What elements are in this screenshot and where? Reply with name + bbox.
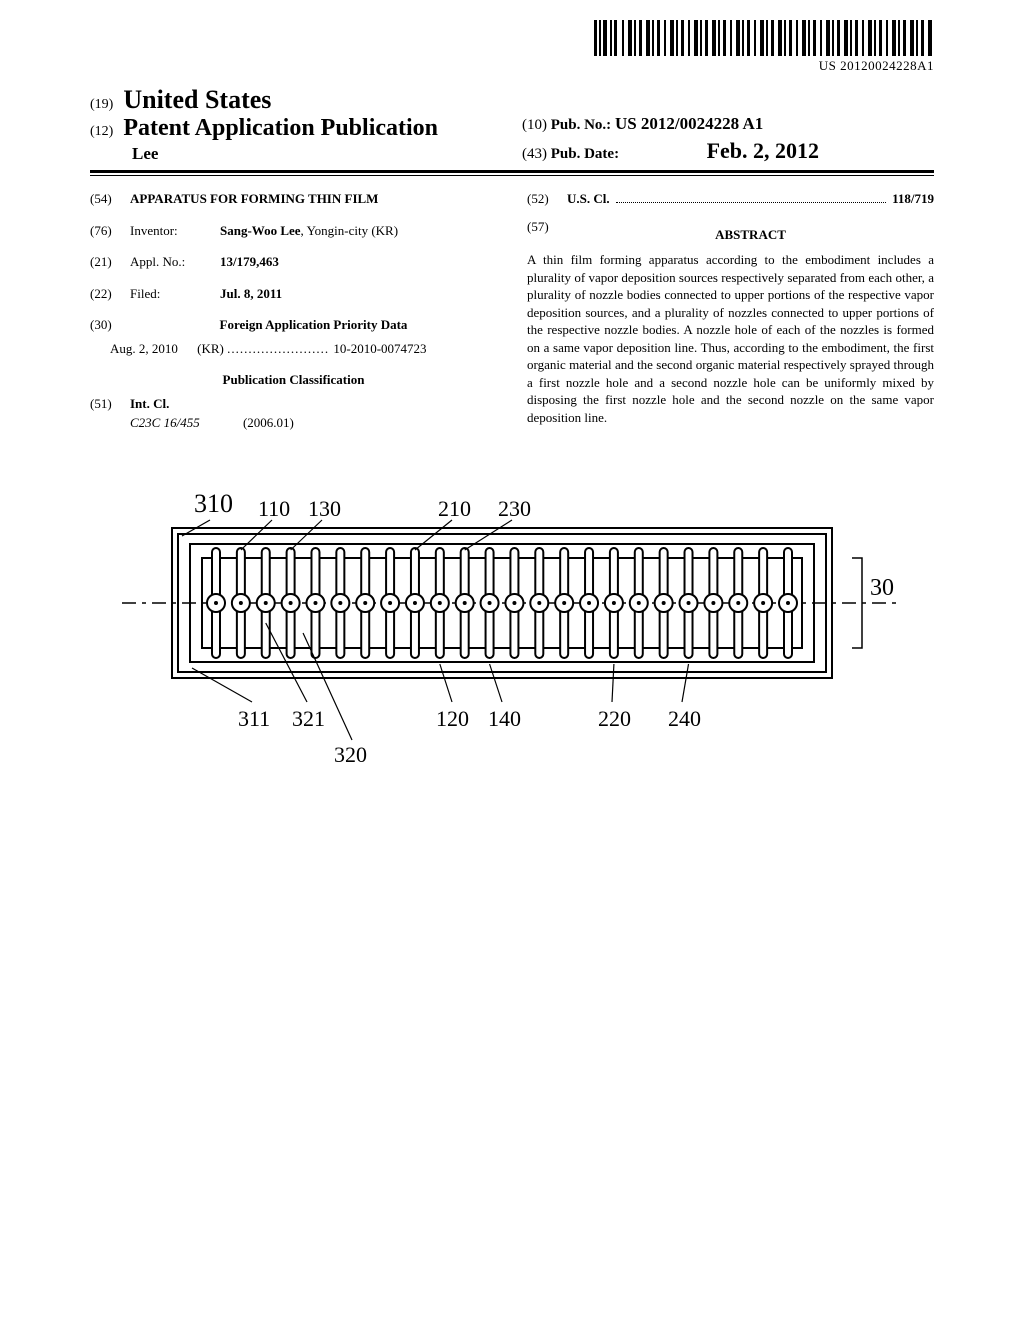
pub-no-label: Pub. No.: [551,117,615,133]
inventor-value: Sang-Woo Lee [220,223,301,238]
abstract-text: A thin film forming apparatus according … [527,251,934,426]
barcode: US 20120024228A1 [594,20,934,74]
svg-text:320: 320 [334,742,367,767]
svg-text:240: 240 [668,706,701,731]
applno-label: Appl. No.: [130,253,220,271]
priority-heading: Foreign Application Priority Data [220,317,408,332]
figure-svg: 310 110 130 210 230 30 311 321 320 120 140 220 240 [122,472,902,792]
priority-number: 10-2010-0074723 [333,341,426,356]
intcl-label: Int. Cl. [130,396,169,411]
left-column: (54) APPARATUS FOR FORMING THIN FILM (76… [90,190,497,432]
prefix-10: (10) [522,117,547,133]
priority-country: (KR) [197,341,224,356]
num-52: (52) [527,190,567,208]
num-51: (51) [90,395,130,413]
pub-date-label: Pub. Date: [551,146,623,162]
filed-label: Filed: [130,285,220,303]
prefix-43: (43) [522,146,547,162]
intcl-code: C23C 16/455 [130,415,200,430]
svg-text:30: 30 [870,575,894,601]
num-30: (30) [90,316,130,334]
svg-text:310: 310 [194,489,233,518]
svg-text:110: 110 [258,496,290,521]
pub-date-value: Feb. 2, 2012 [707,138,819,163]
svg-text:321: 321 [292,706,325,731]
inventor-location: , Yongin-city (KR) [301,223,399,238]
priority-date: Aug. 2, 2010 [110,341,178,356]
uscl-value: 118/719 [892,191,934,206]
pub-no-value: US 2012/0024228 A1 [615,114,763,133]
pub-class-heading: Publication Classification [90,371,497,389]
svg-text:130: 130 [308,496,341,521]
num-57: (57) [527,218,567,252]
bibliographic-columns: (54) APPARATUS FOR FORMING THIN FILM (76… [90,190,934,432]
svg-text:210: 210 [438,496,471,521]
divider-thin [90,175,934,176]
barcode-section: US 20120024228A1 [90,20,934,75]
svg-text:230: 230 [498,496,531,521]
patent-header: (19) United States (12) Patent Applicati… [90,85,934,164]
patent-figure: 310 110 130 210 230 30 311 321 320 120 140 220 240 [90,472,934,797]
applno-value: 13/179,463 [220,253,279,271]
barcode-text: US 20120024228A1 [594,58,934,74]
num-54: (54) [90,190,130,208]
priority-dots: ........................ [227,341,333,356]
uscl-label: U.S. Cl. [567,191,610,206]
intcl-year: (2006.01) [243,415,294,430]
pub-title: Patent Application Publication [123,115,438,141]
invention-title: APPARATUS FOR FORMING THIN FILM [130,190,378,208]
num-76: (76) [90,222,130,240]
svg-text:140: 140 [488,706,521,731]
prefix-19: (19) [90,97,113,112]
svg-text:311: 311 [238,706,270,731]
uscl-dots [616,202,886,203]
divider-thick [90,170,934,173]
country: United States [123,85,271,114]
abstract-heading: ABSTRACT [567,226,934,244]
filed-value: Jul. 8, 2011 [220,285,282,303]
right-column: (52) U.S. Cl. 118/719 (57) ABSTRACT A th… [527,190,934,432]
inventor-label: Inventor: [130,222,220,240]
author-name: Lee [132,144,502,164]
num-22: (22) [90,285,130,303]
svg-text:120: 120 [436,706,469,731]
svg-text:220: 220 [598,706,631,731]
prefix-12: (12) [90,124,113,139]
num-21: (21) [90,253,130,271]
